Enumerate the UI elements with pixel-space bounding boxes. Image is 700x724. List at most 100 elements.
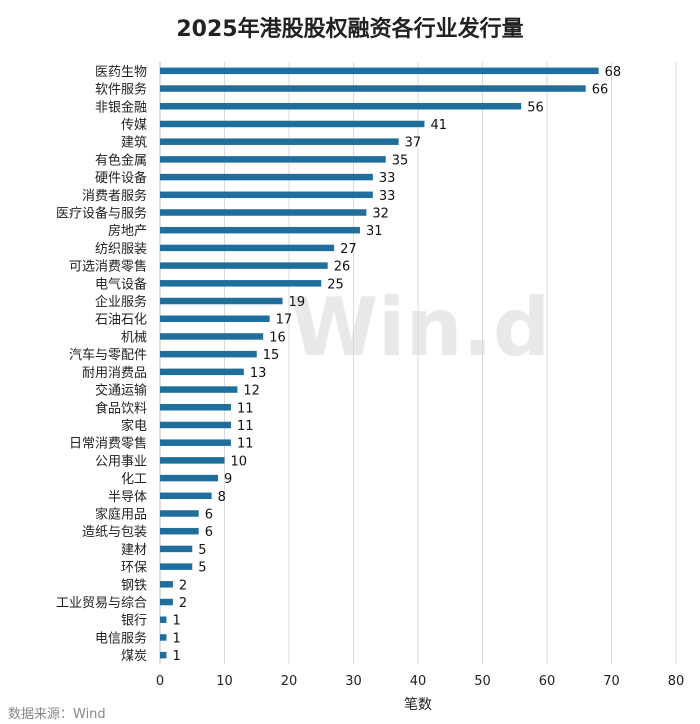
value-label: 11 (237, 437, 254, 452)
category-label: 医疗设备与服务 (56, 206, 147, 222)
value-label: 33 (379, 171, 396, 186)
bar (160, 527, 199, 535)
bar (160, 474, 219, 482)
category-label: 电信服务 (95, 630, 147, 646)
category-label: 钢铁 (121, 578, 147, 593)
value-label: 27 (340, 242, 357, 257)
value-label: 12 (243, 384, 260, 399)
category-label: 工业贸易与综合 (56, 596, 147, 611)
category-label: 可选消费零售 (69, 259, 147, 275)
value-label: 2 (179, 578, 187, 593)
category-label: 电气设备 (95, 276, 147, 292)
bar (160, 173, 373, 181)
value-label: 16 (269, 330, 286, 345)
value-label: 6 (205, 508, 213, 523)
category-label: 家庭用品 (95, 507, 147, 523)
bar (160, 120, 425, 128)
bar (160, 67, 599, 75)
category-label: 房地产 (108, 223, 147, 239)
bar (160, 510, 199, 517)
category-label: 造纸与包装 (82, 525, 147, 540)
category-labels: 医药生物软件服务非银金融传媒建筑有色金属硬件设备消费者服务医疗设备与服务房地产纺… (56, 65, 147, 664)
category-label: 食品饮料 (95, 400, 147, 416)
bar (160, 262, 328, 269)
category-label: 环保 (121, 561, 147, 576)
category-label: 家电 (121, 418, 147, 434)
value-label: 9 (224, 472, 232, 487)
bar (160, 634, 167, 641)
category-label: 汽车与零配件 (69, 347, 147, 363)
value-label: 41 (430, 118, 447, 133)
value-label: 19 (289, 295, 306, 310)
bar (160, 226, 360, 234)
value-label: 56 (527, 100, 544, 115)
x-tick-label: 60 (539, 674, 556, 689)
category-label: 煤炭 (121, 649, 147, 664)
x-axis-label: 笔数 (404, 697, 432, 713)
bar (160, 421, 231, 429)
bar (160, 581, 173, 588)
bar (160, 280, 322, 287)
value-label: 2 (179, 596, 187, 611)
value-label: 11 (237, 401, 254, 416)
category-label: 石油石化 (95, 313, 147, 328)
bar (160, 563, 193, 570)
category-label: 交通运输 (95, 383, 147, 399)
x-tick-label: 10 (216, 674, 233, 689)
category-label: 企业服务 (95, 294, 147, 310)
category-label: 日常消费零售 (69, 436, 147, 452)
value-label: 11 (237, 419, 254, 434)
value-label: 1 (172, 649, 180, 664)
bar (160, 191, 373, 199)
category-label: 公用事业 (95, 454, 147, 469)
bar (160, 244, 335, 252)
category-label: 半导体 (108, 490, 147, 505)
bar (160, 492, 212, 500)
bar (160, 651, 167, 659)
chart-title: 2025年港股股权融资各行业发行量 (176, 16, 523, 42)
x-tick-label: 50 (474, 674, 491, 689)
category-label: 纺织服装 (95, 242, 147, 257)
bar (160, 368, 244, 376)
bar (160, 350, 257, 358)
category-label: 传媒 (121, 118, 147, 133)
category-label: 非银金融 (95, 99, 147, 115)
value-label: 31 (366, 224, 383, 239)
value-label: 6 (205, 525, 213, 540)
bar (160, 315, 270, 322)
x-tick-label: 20 (281, 674, 298, 689)
x-tick-labels: 0 10 20 30 40 50 60 70 80 (156, 674, 684, 689)
x-tick-label: 0 (156, 674, 164, 689)
bar (160, 439, 231, 446)
x-tick-label: 70 (603, 674, 620, 689)
bar (160, 404, 231, 411)
value-label: 66 (592, 83, 609, 98)
value-label: 5 (198, 543, 206, 558)
bar (160, 297, 283, 305)
value-label: 32 (372, 207, 389, 222)
value-label: 25 (327, 277, 344, 292)
category-label: 消费者服务 (82, 188, 147, 204)
category-label: 建筑 (121, 135, 147, 151)
bar (160, 386, 238, 393)
value-labels: 6866564137353333323127262519171615131211… (172, 65, 621, 664)
value-label: 1 (172, 631, 180, 646)
bar (160, 333, 264, 340)
value-label: 5 (198, 561, 206, 576)
bar (160, 85, 586, 92)
bar (160, 598, 173, 606)
category-label: 耐用消费品 (82, 366, 147, 381)
value-label: 26 (334, 260, 351, 275)
bar (160, 616, 167, 623)
bar (160, 545, 193, 553)
category-label: 银行 (121, 614, 147, 629)
category-label: 硬件设备 (95, 170, 147, 186)
category-label: 软件服务 (95, 82, 147, 98)
value-label: 33 (379, 189, 396, 204)
bar (160, 209, 367, 216)
value-label: 37 (405, 136, 422, 151)
category-label: 机械 (121, 330, 147, 345)
value-label: 15 (263, 348, 280, 363)
value-label: 13 (250, 366, 267, 381)
